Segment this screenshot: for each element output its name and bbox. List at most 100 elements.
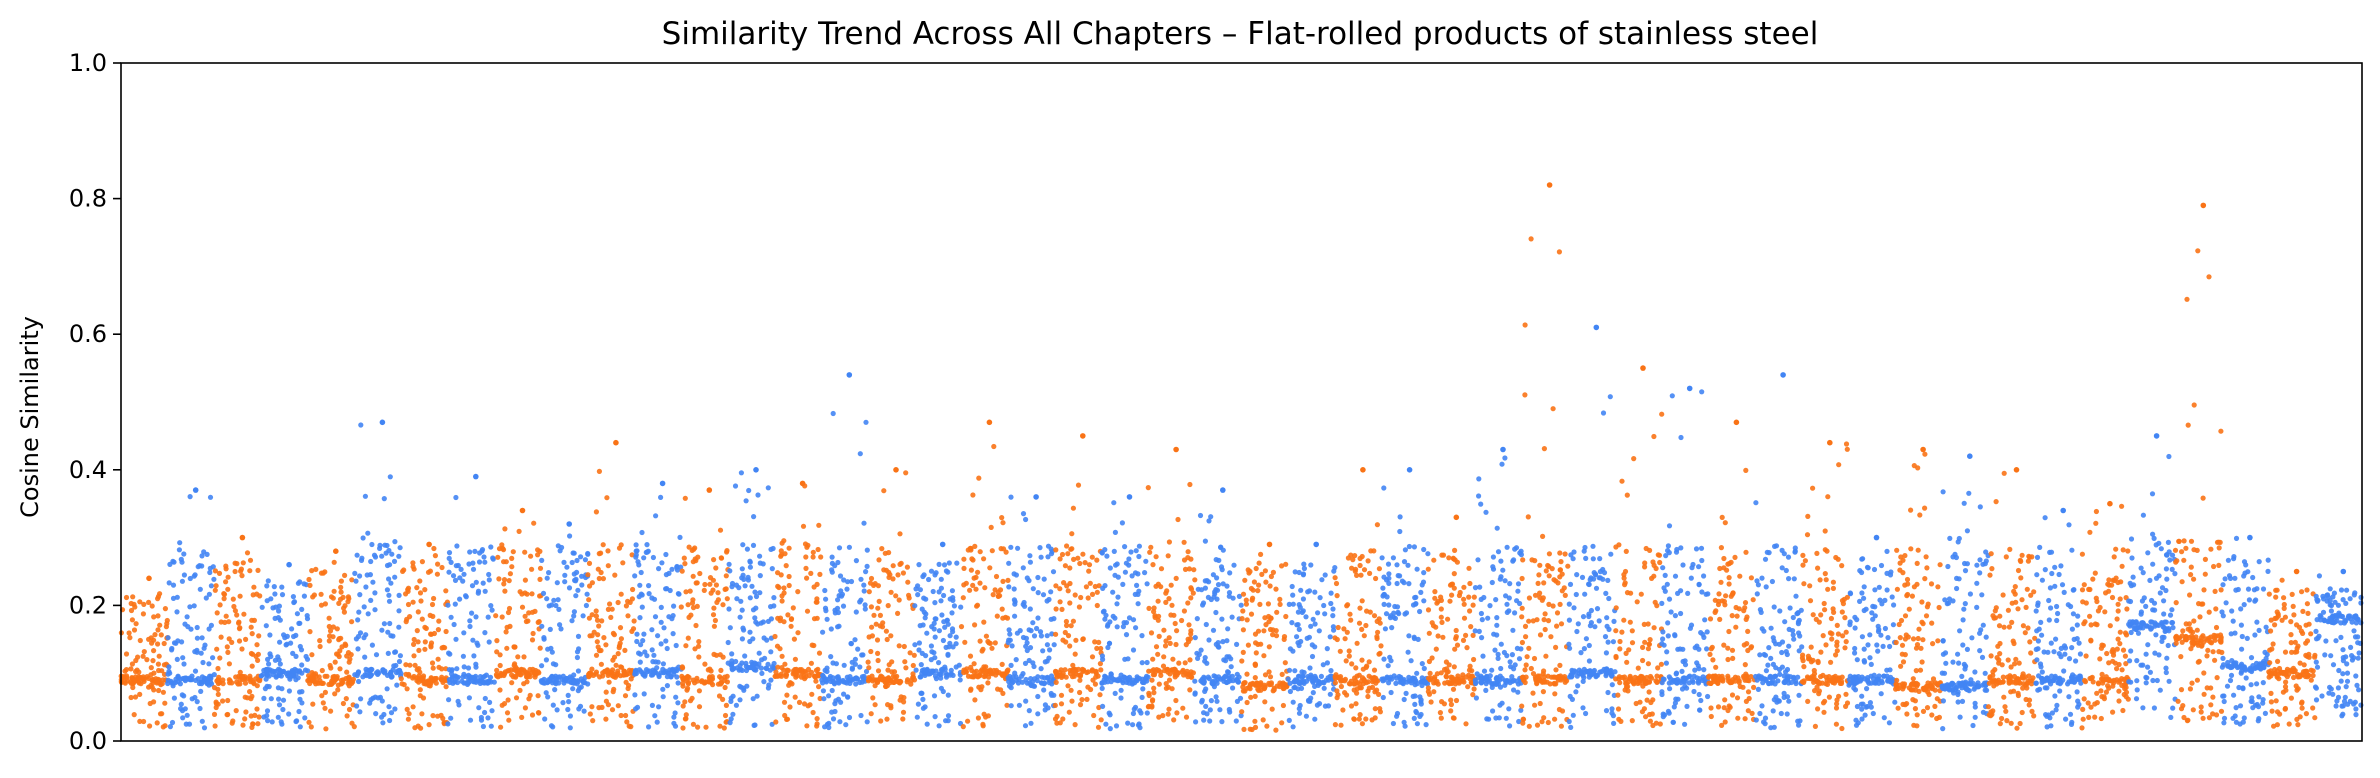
- scatter-point: [478, 717, 485, 723]
- scatter-point: [820, 688, 827, 694]
- scatter-point: [1149, 704, 1155, 710]
- scatter-point: [936, 628, 943, 634]
- scatter-point: [1216, 557, 1222, 564]
- scatter-point: [803, 554, 809, 560]
- scatter-point: [1472, 585, 1479, 591]
- scatter-point: [1133, 548, 1139, 554]
- scatter-point: [828, 626, 834, 632]
- scatter-point: [255, 651, 261, 657]
- scatter-point: [305, 678, 311, 684]
- scatter-point: [1721, 555, 1727, 562]
- scatter-point: [913, 586, 919, 592]
- scatter-point: [216, 570, 223, 577]
- scatter-point: [381, 496, 387, 502]
- scatter-point: [1489, 667, 1495, 673]
- scatter-point: [836, 545, 843, 551]
- scatter-point: [1541, 446, 1547, 452]
- scatter-point: [249, 631, 255, 637]
- scatter-point: [1499, 461, 1505, 467]
- scatter-point: [1519, 614, 1525, 620]
- scatter-point-peak: [519, 507, 526, 514]
- scatter-point: [1294, 634, 1300, 640]
- scatter-point: [181, 551, 187, 557]
- scatter-point: [820, 629, 826, 635]
- scatter-point: [571, 609, 578, 615]
- scatter-point: [1478, 610, 1484, 617]
- scatter-point: [1722, 520, 1728, 526]
- scatter-point: [628, 668, 634, 675]
- scatter-point: [1718, 677, 1724, 683]
- scatter-point: [1742, 605, 1748, 611]
- scatter-point: [233, 708, 239, 714]
- scatter-point: [1537, 562, 1543, 568]
- scatter-point: [1530, 618, 1536, 624]
- scatter-point: [881, 567, 887, 573]
- scatter-point: [1083, 584, 1089, 590]
- scatter-point: [1659, 641, 1665, 647]
- scatter-point: [273, 668, 280, 674]
- scatter-point: [1742, 716, 1748, 722]
- scatter-point: [1730, 590, 1736, 596]
- scatter-point: [945, 692, 951, 698]
- scatter-point: [353, 578, 359, 584]
- scatter-point: [215, 678, 221, 684]
- scatter-point: [317, 638, 323, 644]
- scatter-point: [1688, 622, 1695, 628]
- scatter-point: [1726, 575, 1732, 581]
- scatter-point: [685, 602, 691, 608]
- scatter-point: [323, 726, 329, 732]
- scatter-point: [911, 652, 917, 658]
- scatter-point: [516, 528, 522, 535]
- scatter-point: [332, 659, 338, 665]
- scatter-point: [549, 674, 555, 680]
- scatter-point: [1310, 616, 1316, 622]
- scatter-point: [401, 567, 407, 573]
- scatter-point: [1745, 689, 1752, 695]
- scatter-point: [1657, 559, 1663, 566]
- scatter-point: [968, 567, 975, 573]
- scatter-point: [1503, 715, 1509, 721]
- scatter-point: [854, 675, 860, 682]
- scatter-point: [1371, 667, 1378, 673]
- scatter-point: [1137, 725, 1143, 731]
- scatter-point: [1509, 652, 1515, 658]
- scatter-point: [1640, 657, 1646, 664]
- scatter-point: [795, 630, 801, 636]
- scatter-point: [410, 599, 416, 605]
- scatter-point: [358, 696, 364, 702]
- scatter-point: [1493, 597, 1499, 603]
- scatter-point: [313, 673, 319, 680]
- scatter-point: [445, 721, 451, 727]
- scatter-point: [629, 628, 635, 635]
- scatter-point: [656, 704, 662, 710]
- scatter-point: [280, 706, 286, 713]
- scatter-point: [1119, 520, 1125, 526]
- scatter-point: [902, 659, 908, 665]
- scatter-point: [1023, 516, 1029, 523]
- scatter-point: [430, 713, 436, 719]
- scatter-point: [1522, 392, 1528, 398]
- scatter-point: [1426, 658, 1432, 665]
- scatter-point: [759, 657, 765, 663]
- scatter-point: [777, 646, 783, 652]
- scatter-point: [1274, 609, 1280, 615]
- scatter-point: [467, 618, 473, 624]
- scatter-point: [1256, 582, 1262, 588]
- scatter-point: [238, 568, 244, 574]
- scatter-point: [177, 676, 183, 682]
- scatter-point: [1702, 617, 1708, 623]
- scatter-point: [180, 715, 186, 721]
- scatter-point: [182, 706, 188, 712]
- scatter-point: [1269, 706, 1275, 712]
- scatter-point: [1062, 667, 1068, 673]
- scatter-point: [1512, 610, 1518, 616]
- scatter-point: [247, 557, 254, 563]
- scatter-point: [461, 664, 467, 670]
- scatter-point: [206, 661, 212, 667]
- scatter-point: [263, 667, 269, 673]
- scatter-point: [618, 664, 624, 670]
- scatter-point: [380, 720, 386, 726]
- scatter-point: [749, 583, 755, 589]
- scatter-point-peak: [333, 548, 339, 554]
- scatter-point: [357, 709, 363, 715]
